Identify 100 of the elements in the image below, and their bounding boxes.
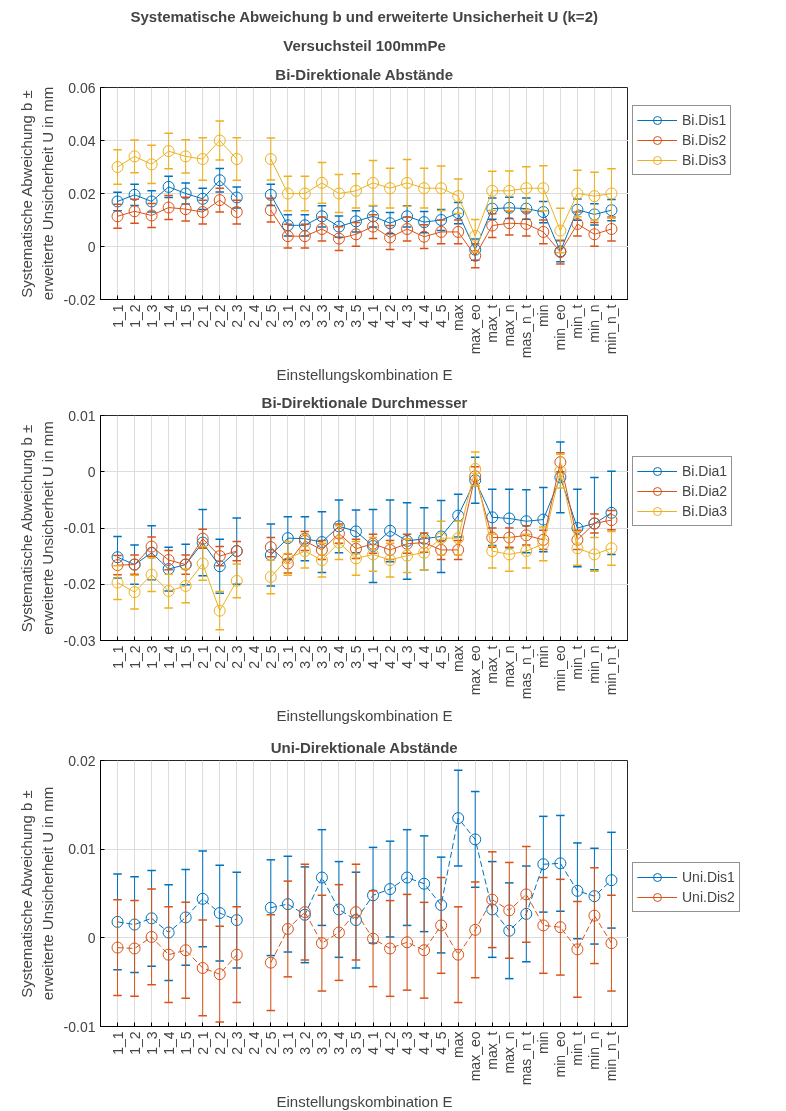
x-tick-label: 3_5 (347, 304, 364, 328)
y-tick-label: -0.01 (63, 520, 96, 536)
y-tick-label: 0 (87, 238, 96, 255)
x-tick-label: 3_5 (347, 645, 364, 669)
x-tick-label: mas_n_t (518, 304, 535, 359)
x-tick-label: min_eo (552, 645, 569, 692)
x-tick-label: 4_1 (365, 304, 382, 328)
x-tick-label: min_n_t (603, 645, 620, 696)
x-tick-label: max_n (501, 1031, 518, 1074)
chart-title: Bi-Direktionale Abstände (275, 65, 454, 83)
x-tick-label: 1_3 (143, 1031, 160, 1055)
x-tick-label: 2_2 (211, 645, 228, 669)
x-tick-label: max_n (501, 304, 518, 347)
x-tick-label: 1_1 (109, 645, 126, 669)
x-tick-label: 4_2 (382, 304, 399, 328)
legend-label: Bi.Dia2 (682, 483, 728, 499)
y-tick-label: 0.02 (68, 185, 96, 202)
x-tick-label: min_n (586, 645, 603, 684)
x-axis-title: Einstellungskombination E (276, 366, 453, 384)
y-tick-label: 0.01 (68, 407, 96, 424)
y-tick-label: -0.03 (63, 632, 96, 649)
x-tick-label: 1_1 (109, 1031, 126, 1055)
x-tick-label: max (450, 645, 467, 672)
x-tick-label: 3_3 (313, 645, 330, 669)
x-tick-label: max (450, 304, 467, 331)
x-tick-label: max_eo (467, 645, 484, 696)
x-tick-label: max_eo (467, 304, 484, 355)
x-tick-label: 1_5 (177, 1031, 194, 1055)
x-tick-label: min_n_t (603, 304, 620, 355)
x-tick-label: 4_4 (416, 304, 433, 328)
x-tick-label: 3_3 (313, 1031, 330, 1055)
x-tick-label: 4_2 (382, 1031, 399, 1055)
x-tick-label: max_eo (467, 1031, 484, 1082)
x-tick-label: 2_2 (211, 304, 228, 328)
x-tick-label: 1_5 (177, 304, 194, 328)
x-tick-label: 3_4 (330, 304, 347, 328)
legend-label: Bi.Dis3 (682, 152, 727, 168)
text: Versuchsteil 100mmPe (283, 36, 446, 54)
x-tick-label: 4_3 (399, 645, 416, 669)
x-tick-label: 1_2 (126, 1031, 143, 1055)
x-tick-label: 4_1 (365, 645, 382, 669)
y-tick-label: 0.04 (68, 132, 96, 149)
x-tick-label: 1_5 (177, 645, 194, 669)
x-tick-label: 1_1 (109, 304, 126, 328)
x-tick-label: 2_3 (228, 645, 245, 669)
x-tick-label: 3_1 (279, 645, 296, 669)
x-tick-label: 3_2 (296, 645, 313, 669)
x-tick-label: 1_4 (160, 645, 177, 669)
y-tick-label: -0.02 (63, 291, 96, 308)
x-tick-label: 2_4 (245, 1031, 262, 1055)
x-tick-label: 1_3 (143, 645, 160, 669)
y-tick-label: -0.02 (63, 576, 96, 593)
x-tick-label: 3_4 (330, 645, 347, 669)
x-tick-label: max_n (501, 645, 518, 688)
x-tick-label: 2_3 (228, 304, 245, 328)
x-tick-label: min (535, 304, 552, 328)
x-tick-label: 2_5 (262, 1031, 279, 1055)
x-tick-label: 2_4 (245, 645, 262, 669)
x-axis-title: Einstellungskombination E (276, 1093, 453, 1111)
x-tick-label: min_eo (552, 1031, 569, 1078)
x-tick-label: 2_2 (211, 1031, 228, 1055)
x-tick-label: 4_1 (365, 1031, 382, 1055)
x-tick-label: min_n (586, 1031, 603, 1070)
y-tick-label: 0 (87, 463, 96, 480)
x-tick-label: 4_2 (382, 645, 399, 669)
x-tick-label: 1_2 (126, 645, 143, 669)
x-tick-label: 1_4 (160, 304, 177, 328)
x-tick-label: 4_5 (433, 304, 450, 328)
x-tick-label: 1_4 (160, 1031, 177, 1055)
chart-title: Uni-Direktionale Abstände (270, 738, 458, 756)
x-tick-label: 4_4 (416, 1031, 433, 1055)
legend-label: Bi.Dia3 (682, 503, 728, 519)
text: Systematische Abweichung b und erweiterte Unsicherheit U (k=2) (130, 7, 598, 25)
x-tick-label: 3_2 (296, 304, 313, 328)
x-tick-label: min_t (569, 304, 586, 339)
chart-title: Bi-Direktionale Durchmesser (261, 393, 468, 411)
x-tick-label: 3_1 (279, 304, 296, 328)
x-tick-label: 1_2 (126, 304, 143, 328)
x-tick-label: mas_n_t (518, 1031, 535, 1086)
x-tick-label: 2_3 (228, 1031, 245, 1055)
x-tick-label: max (450, 1031, 467, 1058)
legend-label: Bi.Dis2 (682, 132, 727, 148)
x-tick-label: max_t (484, 304, 501, 343)
x-tick-label: 3_4 (330, 1031, 347, 1055)
x-tick-label: 3_3 (313, 304, 330, 328)
y-tick-label: 0.01 (68, 841, 96, 858)
x-tick-label: 3_1 (279, 1031, 296, 1055)
y-axis-title: Systematische Abweichung b ± erweiterte Unsicherheit U in mm (18, 786, 56, 1001)
y-tick-label: 0 (87, 929, 96, 946)
x-tick-label: 2_1 (194, 1031, 211, 1055)
x-tick-label: 4_3 (399, 304, 416, 328)
x-tick-label: min (535, 1031, 552, 1055)
x-tick-label: max_t (484, 1031, 501, 1070)
legend-label: Uni.Dis1 (682, 869, 735, 885)
x-tick-label: 1_3 (143, 304, 160, 328)
x-tick-label: 2_1 (194, 645, 211, 669)
x-axis-title: Einstellungskombination E (276, 707, 453, 725)
x-tick-label: 4_4 (416, 645, 433, 669)
x-tick-label: min (535, 645, 552, 669)
x-tick-label: 2_5 (262, 645, 279, 669)
